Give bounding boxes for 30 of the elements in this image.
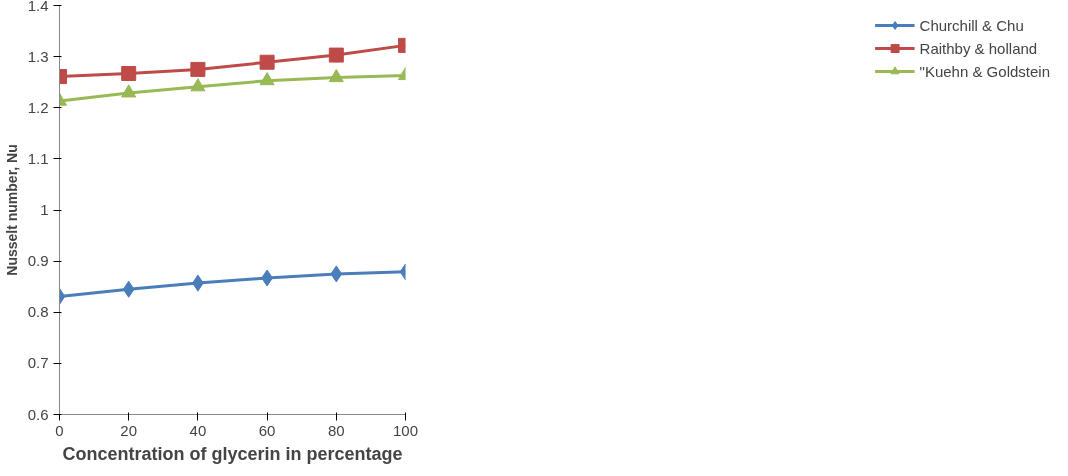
point [328, 47, 344, 63]
y-tick-label: 0.7 [27, 354, 49, 372]
point [330, 265, 343, 283]
y-tick-label: 1.2 [27, 98, 49, 116]
point [190, 61, 206, 77]
y-tick-label: 0.6 [27, 405, 49, 423]
point [121, 66, 137, 81]
legend-label: Churchill & Chu [919, 16, 1024, 34]
x-tick-label: 60 [258, 421, 276, 439]
y-tick-label: 1.1 [27, 149, 49, 167]
y-tick-label: 1.3 [27, 47, 49, 65]
point [259, 54, 275, 70]
y-tick-label: 0.8 [27, 303, 49, 321]
y-tick-label: 1.4 [27, 0, 49, 14]
y-tick-label: 0.9 [27, 252, 49, 270]
point [122, 280, 135, 298]
point [259, 72, 275, 86]
legend-label: Raithby & holland [919, 39, 1038, 57]
x-tick-label: 20 [120, 421, 138, 439]
point [121, 84, 137, 98]
x-tick-label: 40 [189, 421, 207, 439]
legend-label: "Kuehn & Goldstein [919, 62, 1050, 80]
point [328, 69, 344, 83]
x-axis-title: Concentration of glycerin in percentage [62, 443, 403, 464]
y-tick-label: 1 [40, 201, 49, 218]
y-axis-title: Nusselt number, Nu [3, 144, 20, 276]
x-tick-label: 80 [327, 421, 345, 439]
x-tick-label: 100 [392, 421, 419, 439]
x-tick-label: 0 [55, 421, 64, 439]
point [190, 78, 206, 92]
